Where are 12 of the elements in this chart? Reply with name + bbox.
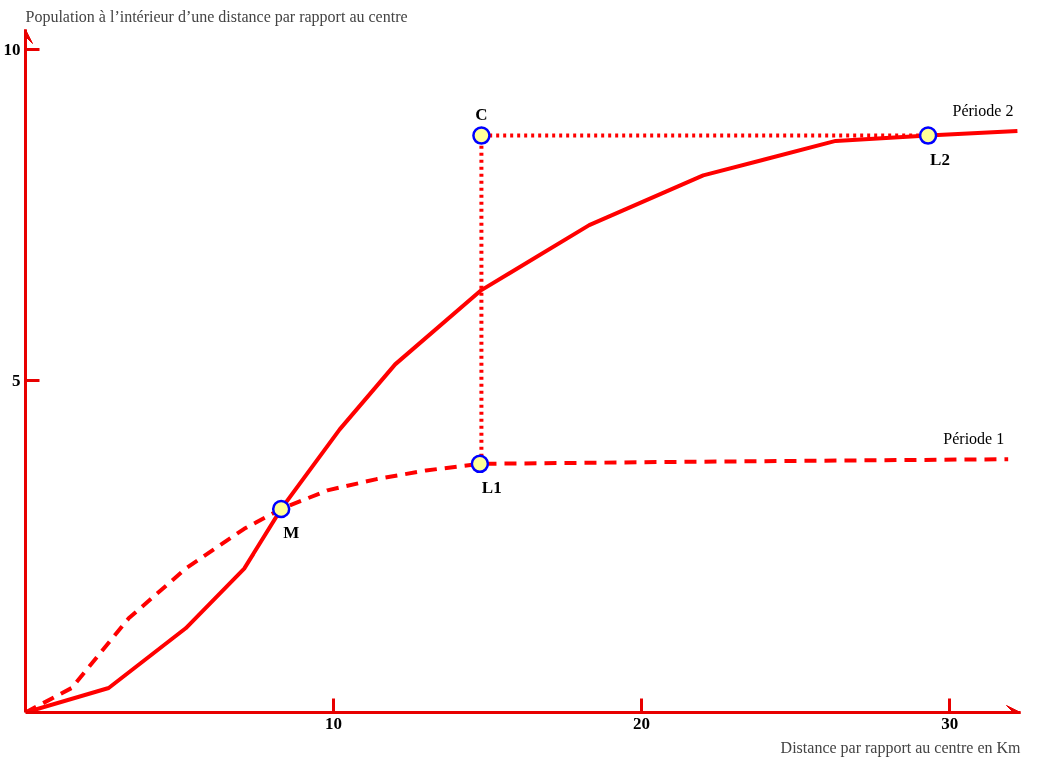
x-tick-label: 10 xyxy=(325,713,343,733)
series-label: Période 2 xyxy=(952,101,1014,119)
x-tick-label: 30 xyxy=(941,713,959,733)
y-axis-title: Population à l’intérieur d’une distance par rapport au centre xyxy=(25,7,408,26)
y-tick-label: 5 xyxy=(12,371,21,391)
annotation: L1 xyxy=(481,477,502,497)
x-axis-title: Distance par rapport au centre en Km xyxy=(780,738,1022,757)
annotation: C xyxy=(475,104,488,124)
annotation: L2 xyxy=(930,149,950,169)
annotation: M xyxy=(283,522,300,542)
series-label: Période 1 xyxy=(943,430,1005,448)
x-tick-label: 20 xyxy=(633,713,651,733)
